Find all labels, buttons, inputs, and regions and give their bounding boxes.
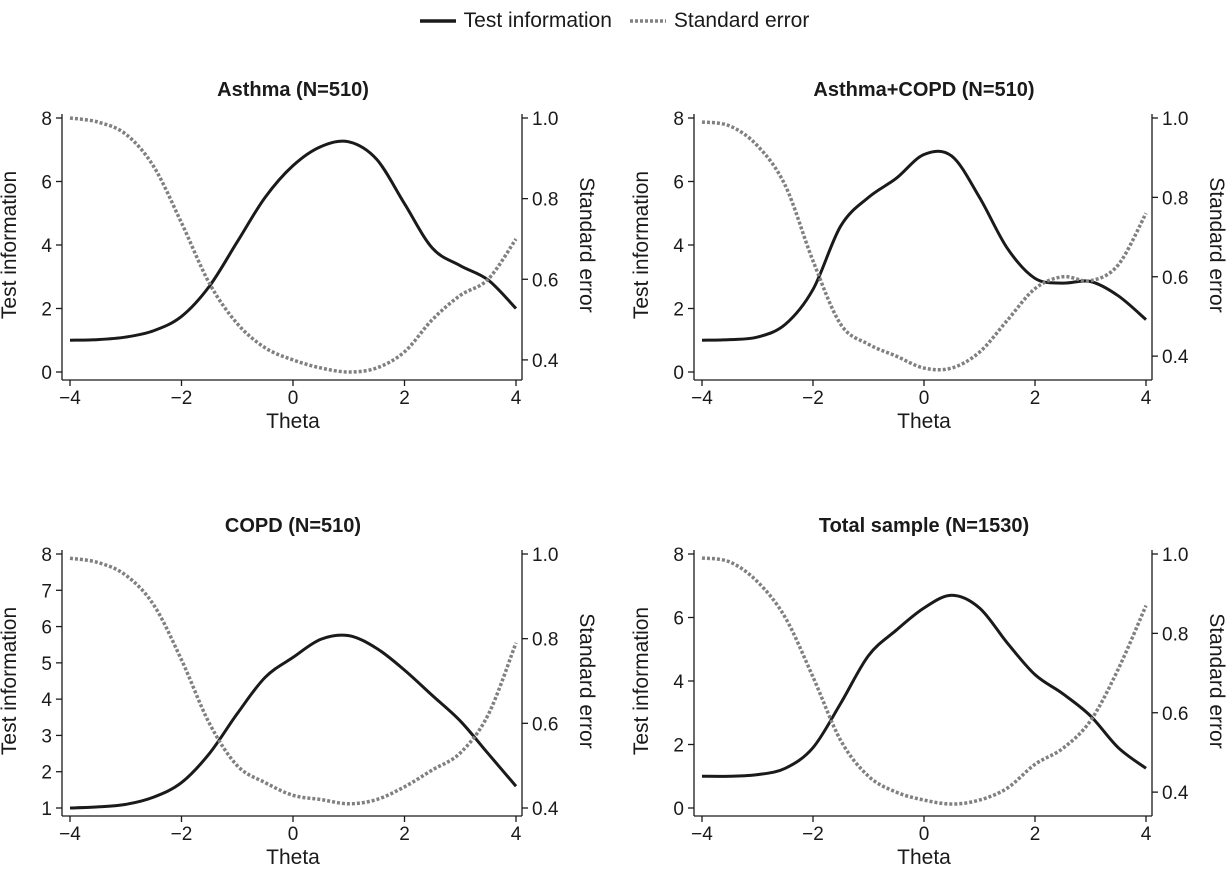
panel-title: Total sample (N=1530) (819, 515, 1029, 537)
y-tick-label-left: 1 (41, 799, 52, 820)
y-tick-label-left: 6 (673, 173, 684, 194)
y-tick-label-left: 6 (673, 609, 684, 630)
y-tick-label-left: 0 (41, 363, 52, 384)
x-axis-label: Theta (897, 410, 951, 433)
legend-label-test-information: Test information (463, 9, 612, 32)
chart-panel-2: Asthma+COPD (N=510) −4 −2 0 2 4 0 2 4 6 8 0.4 0.6 0.8… (630, 79, 1228, 433)
standard-error-line (69, 556, 518, 806)
y-tick-label-left: 4 (41, 690, 52, 711)
chart-panel-4: Total sample (N=1530) −4 −2 0 2 4 0 2 4 6 8 0.4 0.6 0… (630, 515, 1228, 869)
y-tick-label-left: 8 (41, 545, 52, 566)
y-tick-label-right: 0.8 (532, 190, 558, 211)
y-axis-label-left: Test information (630, 171, 653, 319)
x-tick-label: 4 (1141, 388, 1152, 409)
x-axis-label: Theta (897, 846, 951, 869)
test-information-line (69, 633, 518, 810)
y-tick-label-right: 0.6 (1162, 704, 1188, 725)
x-tick-label: −2 (802, 824, 824, 845)
x-tick-label: 4 (511, 824, 522, 845)
y-tick-label-right: 0.4 (1162, 347, 1189, 368)
y-tick-label-right: 0.4 (532, 799, 559, 820)
y-axis-label-right: Standard error (1205, 177, 1228, 312)
x-tick-label: −4 (59, 388, 81, 409)
x-tick-label: −2 (802, 388, 824, 409)
y-tick-label-left: 0 (673, 799, 684, 820)
y-tick-label-left: 4 (41, 236, 52, 257)
x-axis-label: Theta (266, 846, 320, 869)
standard-error-line (701, 556, 1148, 806)
y-tick-label-right: 0.6 (532, 270, 558, 291)
y-tick-label-right: 1.0 (1162, 109, 1188, 130)
y-tick-label-left: 2 (41, 763, 52, 784)
y-tick-label-left: 2 (41, 300, 52, 321)
y-tick-label-left: 4 (673, 672, 684, 693)
panel-title: Asthma (N=510) (217, 79, 369, 101)
legend-label-standard-error: Standard error (673, 9, 810, 32)
y-tick-label-right: 0.6 (532, 714, 558, 735)
y-tick-label-right: 0.4 (532, 351, 559, 372)
x-tick-label: −4 (691, 388, 713, 409)
y-tick-label-right: 0.8 (1162, 624, 1188, 645)
y-axis-label-right: Standard error (575, 613, 598, 748)
chart-legend: Test information Standard error (0, 6, 1229, 36)
y-axis-label-left: Test information (0, 171, 21, 319)
y-tick-label-left: 0 (673, 363, 684, 384)
x-tick-label: 2 (1030, 824, 1041, 845)
test-information-line (701, 593, 1147, 778)
y-tick-label-left: 5 (41, 654, 52, 675)
legend-swatch-solid (419, 19, 456, 23)
standard-error-line (69, 116, 518, 374)
y-tick-label-right: 1.0 (532, 109, 558, 130)
y-tick-label-left: 7 (41, 581, 52, 602)
y-tick-label-left: 4 (673, 236, 684, 257)
legend-item-test-information: Test information (419, 9, 612, 33)
y-tick-label-right: 0.6 (1162, 268, 1188, 289)
test-information-line (69, 139, 518, 342)
y-tick-label-right: 1.0 (532, 545, 558, 566)
y-tick-label-left: 6 (41, 173, 52, 194)
y-axis-label-left: Test information (630, 607, 653, 755)
y-tick-label-right: 1.0 (1162, 545, 1188, 566)
legend-swatch-dotted (629, 19, 666, 23)
y-axis-label-right: Standard error (575, 177, 598, 312)
x-axis-label: Theta (266, 410, 320, 433)
x-tick-label: 2 (399, 388, 410, 409)
standard-error-line (701, 120, 1148, 372)
x-tick-label: 4 (511, 388, 522, 409)
test-information-line (701, 149, 1147, 342)
y-tick-label-left: 2 (673, 300, 684, 321)
x-tick-label: 0 (288, 388, 299, 409)
y-axis-label-left: Test information (0, 607, 21, 755)
x-tick-label: 0 (919, 824, 930, 845)
y-axis-label-right: Standard error (1205, 613, 1228, 748)
y-tick-label-right: 0.8 (532, 630, 558, 651)
panel-title: Asthma+COPD (N=510) (813, 79, 1034, 101)
y-tick-label-left: 8 (673, 545, 684, 566)
panel-title: COPD (N=510) (225, 515, 361, 537)
x-tick-label: −2 (171, 824, 193, 845)
x-tick-label: 0 (288, 824, 299, 845)
legend-item-standard-error: Standard error (629, 9, 810, 33)
chart-panel-1: Asthma (N=510) −4 −2 0 2 4 0 2 4 6 8 0.4 0.6 0.8 1.0 Th… (0, 79, 598, 433)
y-tick-label-left: 8 (41, 109, 52, 130)
y-tick-label-left: 3 (41, 726, 52, 747)
x-tick-label: 4 (1141, 824, 1152, 845)
y-tick-label-right: 0.4 (1162, 783, 1189, 804)
x-tick-label: −4 (691, 824, 713, 845)
y-tick-label-left: 6 (41, 618, 52, 639)
x-tick-label: −4 (59, 824, 81, 845)
y-tick-label-left: 8 (673, 109, 684, 130)
x-tick-label: 0 (919, 388, 930, 409)
y-tick-label-right: 0.8 (1162, 188, 1188, 209)
x-tick-label: 2 (1030, 388, 1041, 409)
y-tick-label-left: 2 (673, 736, 684, 757)
x-tick-label: −2 (171, 388, 193, 409)
chart-panel-3: COPD (N=510) −4 −2 0 2 4 1 2 3 4 5 6 7 8 0.4 0.6 0.8 1.0 T… (0, 515, 598, 869)
x-tick-label: 2 (399, 824, 410, 845)
